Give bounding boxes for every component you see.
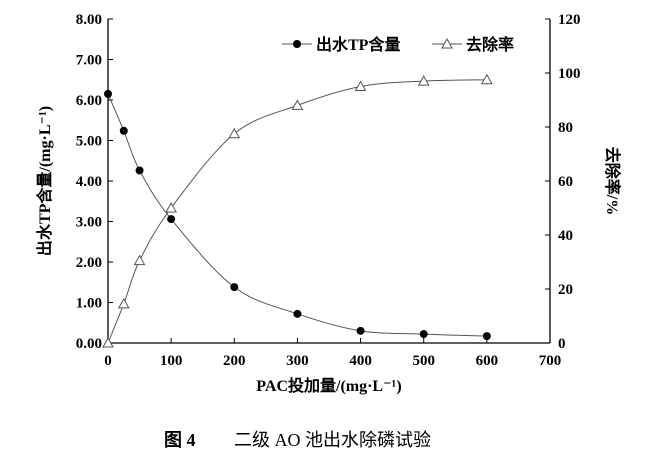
y2-tick-label: 0 [558, 336, 566, 352]
legend-label-removal: 去除率 [466, 35, 514, 54]
x-tick-label: 500 [412, 353, 435, 369]
series-line-0 [107, 93, 487, 337]
y2-tick-label: 20 [558, 282, 573, 298]
y2-tick-label: 80 [558, 120, 573, 136]
y-axis-label: 出水TP含量/(mg·L⁻¹) [35, 106, 54, 256]
data-point-removal [417, 75, 430, 86]
data-point-tp [104, 89, 112, 98]
data-point-tp [356, 326, 365, 335]
x-tick-label: 100 [160, 353, 183, 369]
data-point-tp [293, 309, 302, 318]
data-point-tp [230, 283, 239, 292]
y-tick-label: 2.00 [76, 255, 102, 271]
x-tick-label: 0 [104, 353, 112, 369]
y2-tick-label: 60 [558, 174, 573, 190]
figure-caption: 二级 AO 池出水除磷试验 [234, 430, 431, 450]
y-tick-label: 6.00 [76, 93, 102, 109]
figure-number: 图 4 [164, 430, 196, 450]
y2-axis-label: 去除率/% [603, 147, 622, 215]
data-point-removal [133, 254, 146, 266]
y-tick-label: 3.00 [76, 215, 102, 231]
data-point-removal [291, 99, 304, 110]
data-point-removal [354, 80, 367, 91]
y2-tick-label: 120 [558, 12, 581, 28]
data-point-removal [228, 127, 241, 139]
data-point-removal [102, 336, 114, 348]
legend-marker-removal [441, 37, 453, 49]
y-tick-label: 0.00 [76, 336, 102, 352]
y-tick-label: 7.00 [76, 53, 102, 69]
x-tick-label: 200 [223, 353, 246, 369]
data-point-tp [167, 215, 176, 224]
data-point-removal [165, 201, 177, 213]
legend-label-tp: 出水TP含量 [316, 35, 400, 54]
x-tick-label: 600 [476, 353, 499, 369]
y-tick-label: 8.00 [76, 12, 102, 28]
legend-marker-tp [293, 40, 301, 48]
y-tick-label: 4.00 [76, 174, 102, 190]
x-tick-label: 400 [349, 353, 372, 369]
x-axis-label: PAC投加量/(mg·L⁻¹) [256, 376, 401, 395]
data-point-tp [419, 330, 428, 339]
y2-tick-label: 100 [558, 66, 581, 82]
data-point-removal [117, 297, 130, 309]
y-tick-label: 1.00 [76, 296, 102, 312]
data-point-tp [135, 166, 144, 175]
x-tick-label: 300 [286, 353, 309, 369]
y-tick-label: 5.00 [76, 134, 102, 150]
data-point-removal [481, 73, 493, 85]
x-tick-label: 700 [539, 353, 562, 369]
y2-tick-label: 40 [558, 228, 573, 244]
data-point-tp [119, 126, 128, 135]
data-point-tp [482, 332, 491, 341]
